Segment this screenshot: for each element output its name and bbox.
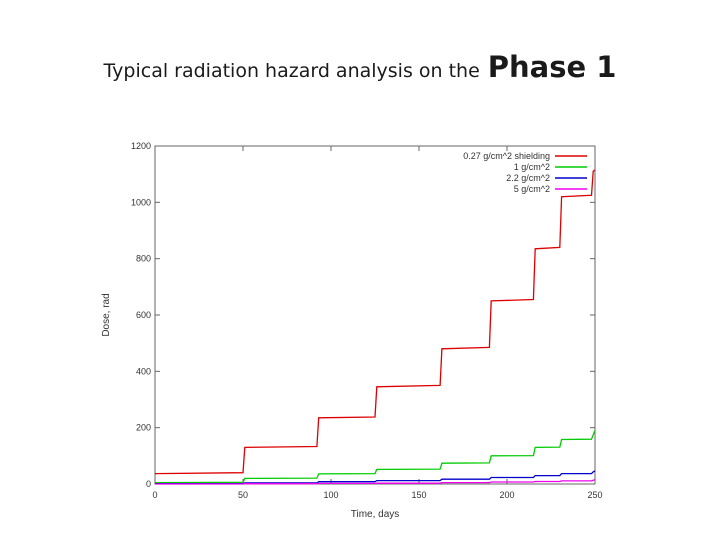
y-axis-label: Dose, rad — [101, 293, 112, 336]
slide-title-emphasis: Phase 1 — [487, 50, 617, 84]
x-tick-label: 50 — [238, 490, 248, 500]
legend-label-4: 5 g/cm^2 — [514, 184, 550, 194]
x-tick-label: 150 — [411, 490, 426, 500]
dose-vs-time-chart: 0 50 100 150 200 250 0 200 400 600 800 1000 1200 Time… — [101, 141, 603, 520]
x-tick-label: 200 — [499, 490, 514, 500]
y-tick-label: 1000 — [131, 197, 151, 207]
y-tick-label: 400 — [136, 366, 151, 376]
legend-label-2: 1 g/cm^2 — [514, 162, 550, 172]
y-tick-label: 0 — [146, 479, 151, 489]
x-axis-label: Time, days — [351, 509, 400, 520]
series-line-1 — [154, 169, 596, 475]
y-tick-label: 600 — [136, 310, 151, 320]
legend-label-1: 0.27 g/cm^2 shielding — [463, 151, 550, 161]
x-tick-label: 0 — [152, 490, 157, 500]
y-tick-label: 200 — [136, 423, 151, 433]
slide-title-prefix: Typical radiation hazard analysis on the — [103, 60, 480, 82]
slide-title: Typical radiation hazard analysis on the… — [0, 50, 720, 84]
legend-label-3: 2.2 g/cm^2 — [506, 173, 550, 183]
y-tick-label: 1200 — [131, 141, 151, 151]
plot-frame — [154, 145, 596, 485]
series-line-2 — [154, 430, 596, 484]
x-tick-label: 100 — [323, 490, 338, 500]
y-tick-label: 800 — [136, 254, 151, 264]
x-tick-label: 250 — [587, 490, 602, 500]
series-line-4 — [155, 479, 596, 485]
series-line-3 — [155, 470, 596, 485]
